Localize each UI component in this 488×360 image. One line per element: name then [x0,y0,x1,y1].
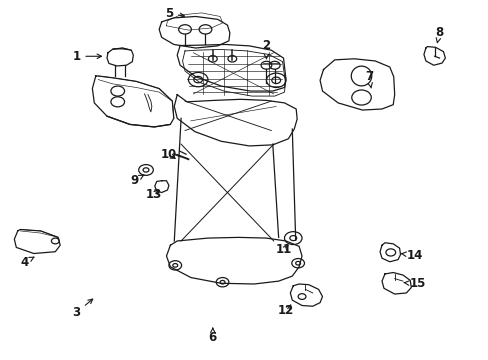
Text: 4: 4 [20,256,34,269]
Text: 12: 12 [277,305,293,318]
Text: 7: 7 [364,69,372,88]
Text: 1: 1 [72,50,102,63]
Text: 11: 11 [275,243,291,256]
Text: 8: 8 [434,27,443,43]
Text: 3: 3 [72,299,93,319]
Text: 5: 5 [164,7,184,20]
Text: 9: 9 [130,174,144,186]
Text: 10: 10 [161,148,177,161]
Text: 2: 2 [262,39,270,59]
Text: 13: 13 [146,188,162,201]
Text: 14: 14 [401,249,423,262]
Text: 15: 15 [403,278,425,291]
Text: 6: 6 [208,328,217,344]
